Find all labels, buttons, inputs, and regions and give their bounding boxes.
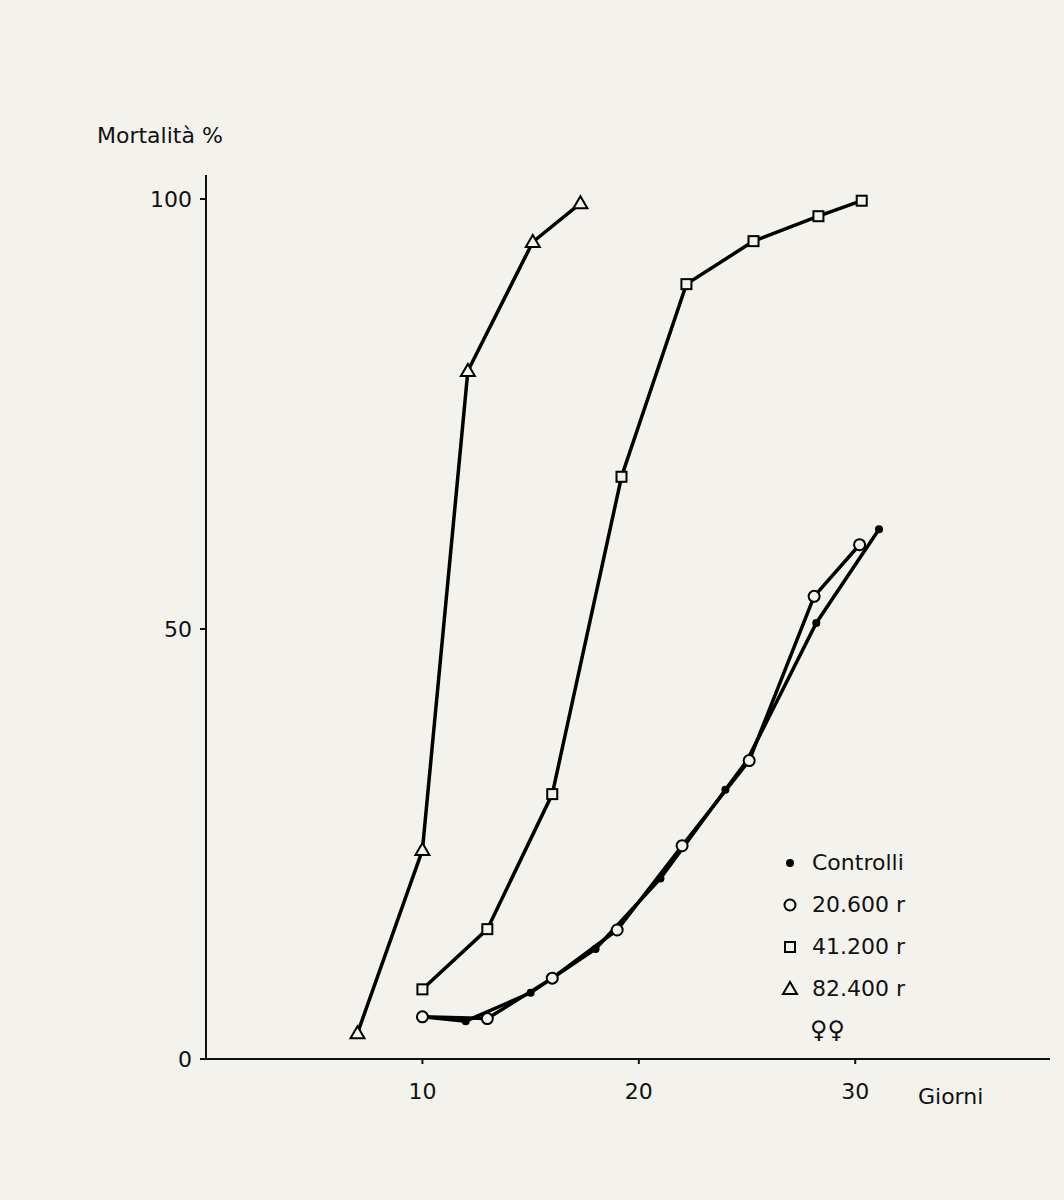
data-point: [809, 591, 820, 602]
data-point: [461, 364, 475, 376]
x-tick-label: 10: [408, 1079, 436, 1104]
data-point: [857, 196, 867, 206]
series-line: [422, 529, 879, 1021]
legend-marker: [785, 942, 795, 952]
data-point: [612, 925, 623, 936]
series-line: [422, 201, 861, 990]
plot-area: [350, 196, 883, 1038]
series-line: [357, 203, 580, 1033]
data-point: [526, 235, 540, 247]
data-point: [749, 236, 759, 246]
data-point: [721, 786, 729, 794]
legend: Controlli 20.600 r 41.200 r 82.400 r ♀♀: [783, 850, 906, 1044]
y-axis-label: Mortalità %: [97, 123, 223, 148]
legend-label: 82.400 r: [812, 976, 906, 1001]
x-tick-label: 20: [625, 1079, 653, 1104]
legend-marker: [786, 859, 794, 867]
legend-label: Controlli: [812, 850, 904, 875]
annotation: ♀♀: [810, 1016, 845, 1044]
data-point: [854, 539, 865, 550]
data-point: [417, 984, 427, 994]
series-line: [422, 545, 859, 1019]
x-tick: [421, 1059, 423, 1064]
data-point: [547, 789, 557, 799]
data-point: [813, 211, 823, 221]
y-tick: [200, 628, 206, 630]
data-point: [617, 472, 627, 482]
legend-label: 20.600 r: [812, 892, 906, 917]
data-point: [547, 973, 558, 984]
data-point: [527, 989, 535, 997]
data-point: [417, 1011, 428, 1022]
data-point: [681, 279, 691, 289]
legend-marker: [785, 900, 796, 911]
data-point: [415, 843, 429, 855]
data-point: [462, 1017, 470, 1025]
data-point: [592, 945, 600, 953]
x-tick-label: 30: [841, 1079, 869, 1104]
x-axis-label: Giorni: [918, 1084, 983, 1109]
data-point: [573, 196, 587, 208]
data-point: [677, 840, 688, 851]
data-point: [875, 525, 883, 533]
legend-marker: [783, 982, 797, 994]
x-tick: [638, 1059, 640, 1064]
chart: 0 50 100 10 20 30 Mortalità % Giorni Controlli 20…: [0, 0, 1064, 1200]
data-point: [482, 1013, 493, 1024]
x-axis: [206, 1058, 1050, 1060]
legend-label: 41.200 r: [812, 934, 906, 959]
background: [0, 0, 1064, 1200]
y-tick-label: 0: [178, 1047, 192, 1072]
y-tick: [200, 198, 206, 200]
y-tick: [200, 1058, 206, 1060]
data-point: [656, 874, 664, 882]
y-axis: [205, 175, 207, 1059]
y-tick-label: 50: [164, 617, 192, 642]
data-point: [744, 755, 755, 766]
x-tick: [854, 1059, 856, 1064]
data-point: [812, 619, 820, 627]
data-point: [482, 924, 492, 934]
y-tick-label: 100: [150, 187, 192, 212]
data-point: [350, 1026, 364, 1038]
